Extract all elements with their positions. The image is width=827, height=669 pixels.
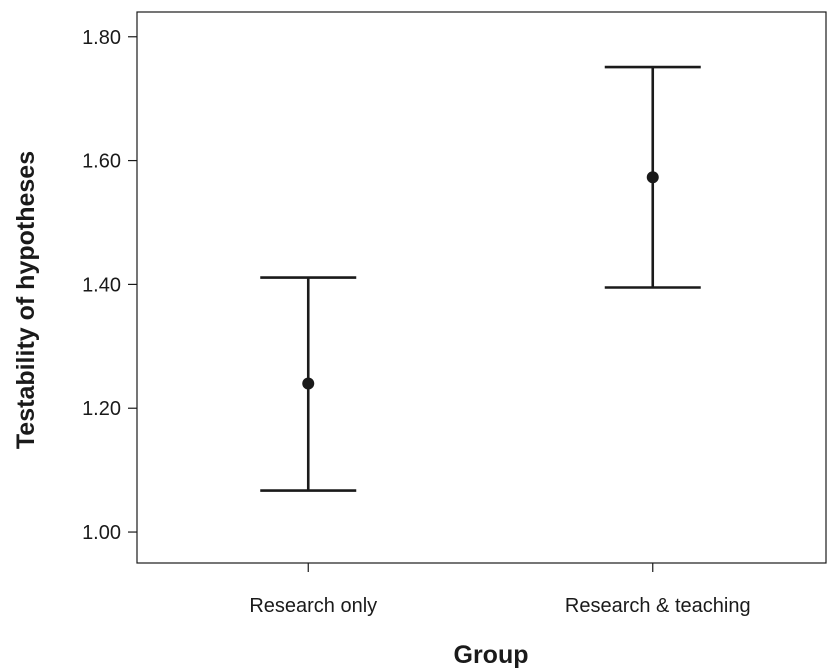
y-tick-label: 1.80 xyxy=(82,27,121,49)
mean-point xyxy=(302,377,315,390)
x-axis: Research only Research & teaching xyxy=(249,563,751,617)
mean-point xyxy=(646,171,659,184)
x-axis-title: Group xyxy=(454,641,529,669)
y-tick-label: 1.60 xyxy=(82,151,121,173)
y-axis: 1.00 1.20 1.40 1.60 1.80 xyxy=(82,27,137,544)
error-bars xyxy=(260,65,701,492)
y-tick-label: 1.20 xyxy=(82,398,121,420)
y-tick-label: 1.40 xyxy=(82,274,121,296)
plot-frame xyxy=(136,11,827,564)
x-tick-label: Research only xyxy=(249,595,377,617)
y-axis-title: Testability of hypotheses xyxy=(12,151,40,449)
y-tick-label: 1.00 xyxy=(82,522,121,544)
x-tick-label: Research & teaching xyxy=(565,595,751,617)
